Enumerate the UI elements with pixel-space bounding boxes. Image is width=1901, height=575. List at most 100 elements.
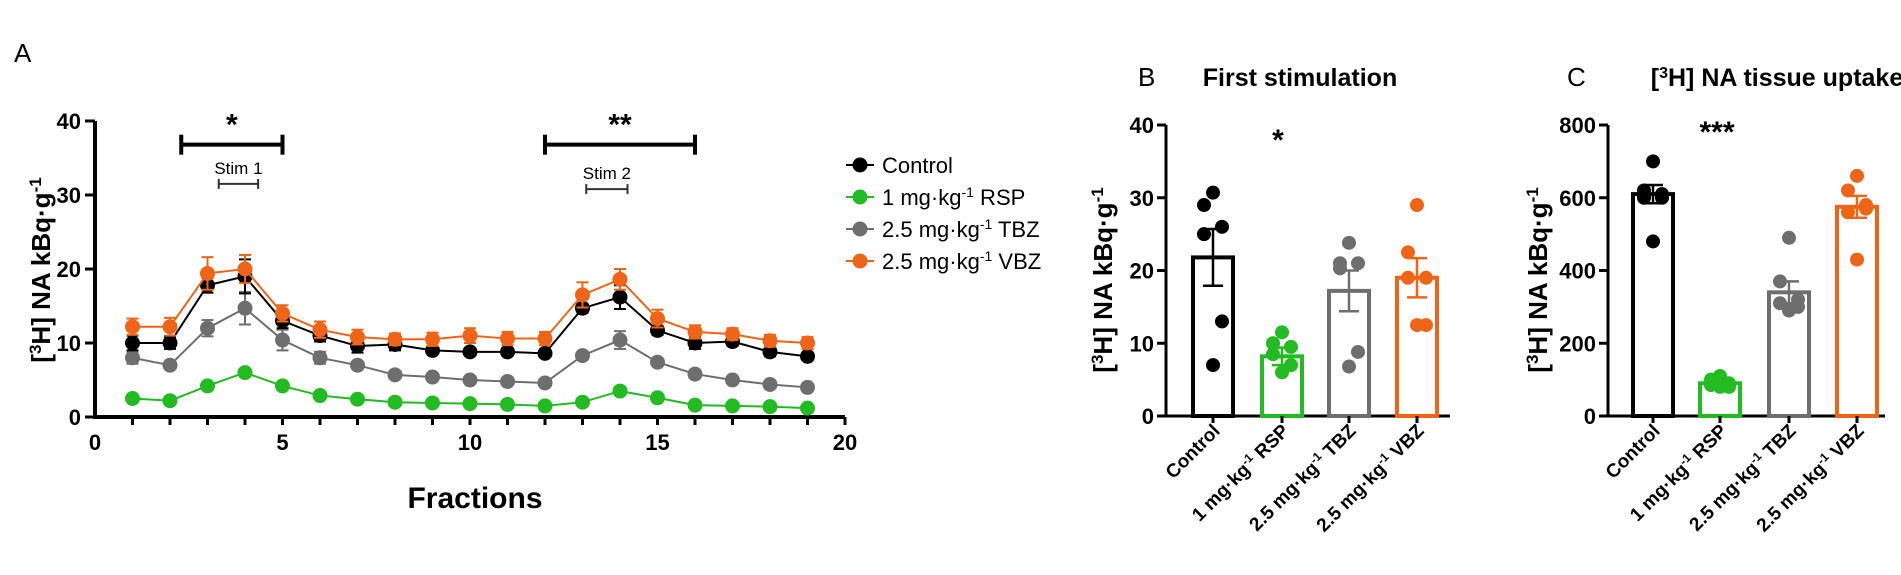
data-point (125, 391, 140, 406)
data-point (575, 287, 590, 303)
bar-group-tbz (1767, 230, 1811, 419)
legend-marker (852, 189, 868, 205)
series-control (125, 258, 815, 364)
bar-group-vbz (1395, 198, 1439, 418)
series-rsp (125, 365, 815, 416)
data-point (1410, 318, 1424, 333)
data-point (725, 372, 740, 388)
y-axis-title: [3H] NA kBq·g-1 (1088, 187, 1119, 372)
x-tick-label: 15 (645, 430, 669, 455)
data-point (612, 332, 628, 348)
data-point (462, 396, 478, 412)
data-point (762, 399, 778, 415)
significance-marker: * (1272, 124, 1284, 157)
bar-group-control (1631, 154, 1675, 418)
panel-title: First stimulation (1203, 64, 1397, 92)
data-point (1266, 336, 1280, 351)
data-point (1266, 347, 1280, 362)
data-point (1351, 256, 1365, 271)
data-point (387, 331, 403, 347)
y-axis-title: [3H] NA kBq·g-1 (26, 177, 57, 362)
legend-label: 2.5 mg·kg-1 VBZ (882, 248, 1041, 274)
data-point (125, 350, 140, 366)
data-point (275, 378, 290, 394)
data-point (1841, 205, 1855, 220)
data-point (1333, 261, 1347, 276)
stim-label: Stim 1 (214, 159, 262, 178)
data-point (387, 367, 403, 383)
data-point (1206, 358, 1220, 373)
y-tick-label: 600 (1559, 186, 1596, 211)
y-tick-label: 30 (1130, 186, 1154, 211)
data-point (1215, 314, 1229, 329)
legend-marker (852, 157, 868, 173)
y-tick-label: 200 (1559, 331, 1596, 356)
data-point (762, 344, 778, 360)
data-point (200, 378, 215, 394)
series-vbz (125, 253, 815, 351)
bar-group-tbz (1327, 235, 1371, 418)
data-point (725, 326, 740, 342)
data-point (462, 328, 478, 344)
bar (1835, 204, 1879, 418)
data-point (1342, 359, 1356, 374)
data-point (762, 376, 778, 392)
data-point (1646, 154, 1660, 169)
data-point (462, 344, 478, 360)
data-point (125, 335, 140, 351)
data-point (612, 271, 628, 287)
bar-group-rsp (1260, 325, 1304, 418)
data-point (350, 391, 365, 407)
x-tick-label: 10 (458, 430, 482, 455)
panel-letter: B (1138, 62, 1155, 92)
data-point (1637, 190, 1651, 205)
data-point (125, 319, 140, 335)
data-point (200, 265, 215, 281)
panel-title: [3H] NA tissue uptake (1651, 64, 1901, 92)
significance-marker: *** (1699, 116, 1734, 149)
data-point (537, 398, 553, 414)
bar-group-rsp (1698, 368, 1742, 419)
x-tick-label: 20 (833, 430, 857, 455)
data-point (687, 366, 703, 382)
data-point (387, 394, 403, 410)
data-point (1655, 190, 1669, 205)
data-point (1351, 344, 1365, 359)
data-point (612, 383, 628, 399)
y-tick-label: 400 (1559, 259, 1596, 284)
data-point (725, 398, 740, 414)
data-point (237, 300, 253, 316)
panel-b: B First stimulation 0 10 20 30 40 [3H] NA kBq·g… (1088, 62, 1450, 536)
significance-marker: ** (608, 109, 632, 142)
y-axis-title: [3H] NA kBq·g-1 (1523, 187, 1554, 372)
y-tick-label: 0 (1584, 404, 1596, 429)
legend-label: Control (882, 153, 953, 178)
data-point (275, 305, 290, 321)
data-point (162, 335, 178, 351)
bar-group-vbz (1835, 168, 1879, 418)
data-point (1206, 185, 1220, 200)
data-point (350, 329, 365, 345)
panel-letter-a: A (14, 38, 32, 68)
data-point (237, 365, 253, 381)
data-point (537, 331, 553, 347)
data-point (162, 393, 178, 409)
data-point (1275, 365, 1289, 380)
data-point (1410, 198, 1424, 213)
data-point (1284, 339, 1298, 354)
data-point (1197, 227, 1211, 242)
data-point (612, 289, 628, 305)
y-tick-label: 30 (57, 183, 81, 208)
data-point (1713, 379, 1727, 394)
x-tick-label: 5 (276, 430, 288, 455)
data-point (687, 397, 703, 413)
data-point (312, 322, 328, 338)
data-point (1841, 183, 1855, 198)
data-point (162, 319, 178, 335)
data-point (1197, 198, 1211, 213)
y-tick-label: 0 (1142, 404, 1154, 429)
series-line (132, 275, 808, 358)
data-point (1850, 252, 1864, 267)
data-point (537, 375, 553, 391)
